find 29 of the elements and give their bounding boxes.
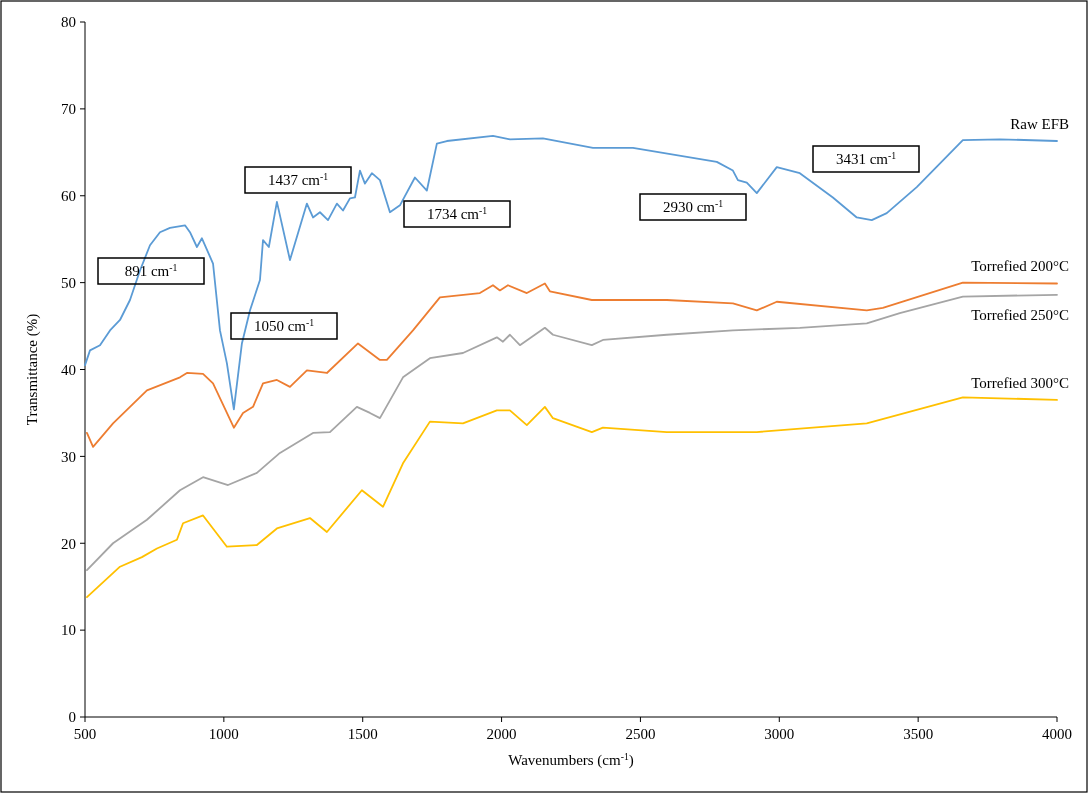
x-axis-title: Wavenumbers (cm$^{-1}$) bbox=[508, 750, 634, 769]
x-tick-label: 2500 bbox=[625, 726, 656, 742]
y-tick-label: 50 bbox=[61, 274, 76, 291]
x-tick-label: 1500 bbox=[347, 726, 378, 742]
series-label: Torrefied 250°C bbox=[971, 306, 1069, 323]
y-tick-label: 20 bbox=[61, 535, 76, 552]
x-tick-label: 2000 bbox=[486, 726, 517, 742]
x-tick-label: 3500 bbox=[903, 726, 934, 742]
y-tick-label: 0 bbox=[68, 709, 76, 726]
y-tick-label: 40 bbox=[61, 361, 76, 378]
y-tick-label: 70 bbox=[61, 101, 76, 118]
x-tick-label: 3000 bbox=[764, 726, 795, 742]
annotation: 1437 cm$^{-1}$ bbox=[267, 170, 329, 189]
y-tick-label: 30 bbox=[61, 448, 76, 465]
y-tick-label: 60 bbox=[61, 188, 76, 204]
y-tick-label: 80 bbox=[61, 14, 76, 31]
series-label: Raw EFB bbox=[1010, 116, 1069, 133]
x-tick-label: 500 bbox=[73, 726, 97, 742]
x-tick-label: 1000 bbox=[208, 726, 239, 742]
annotation: 1734 cm$^{-1}$ bbox=[426, 204, 488, 223]
series-label: Torrefied 200°C bbox=[971, 258, 1069, 275]
x-tick-label: 4000 bbox=[1042, 726, 1072, 742]
line-series bbox=[86, 396, 1058, 599]
annotation: 3431 cm$^{-1}$ bbox=[835, 149, 897, 168]
y-axis-title: Transmittance (%) bbox=[24, 313, 41, 426]
annotation: 2930 cm$^{-1}$ bbox=[662, 197, 724, 216]
annotation: 1050 cm$^{-1}$ bbox=[253, 316, 315, 335]
y-tick-label: 10 bbox=[61, 622, 76, 639]
series-label: Torrefied 300°C bbox=[971, 374, 1069, 391]
